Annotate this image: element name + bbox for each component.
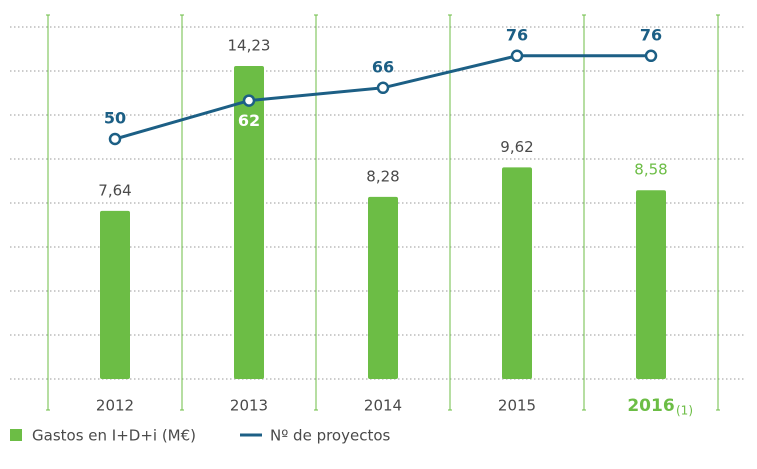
bar-value-label: 14,23 (228, 36, 271, 54)
x-tick-label: 2014 (364, 397, 402, 415)
legend-item: Nº de proyectos (240, 427, 391, 445)
footnote-mark: (1) (676, 404, 693, 418)
legend-label: Nº de proyectos (270, 427, 391, 445)
line-value-label: 66 (372, 57, 394, 76)
line-value-label: 62 (238, 111, 260, 130)
x-tick-label: 2012 (96, 397, 134, 415)
x-tick-label: 2016 (627, 396, 674, 416)
line-marker (376, 81, 390, 95)
line-value-label: 50 (104, 109, 126, 128)
legend-label: Gastos en I+D+i (M€) (32, 427, 196, 445)
line-marker (510, 49, 524, 63)
bar-value-label: 7,64 (98, 181, 131, 199)
bar-value-label: 8,28 (366, 167, 399, 185)
line-marker (644, 49, 658, 63)
bar-value-label: 9,62 (500, 138, 533, 156)
x-tick-label: 2013 (230, 397, 268, 415)
bar (368, 196, 398, 379)
bar-value-label: 8,58 (634, 161, 667, 179)
line-marker (108, 132, 122, 146)
bar (100, 210, 130, 379)
x-tick-label: 2015 (498, 397, 536, 415)
bar (502, 167, 532, 379)
line-value-label: 76 (506, 25, 528, 44)
bar (234, 65, 264, 379)
bar (636, 190, 666, 379)
legend-item: Gastos en I+D+i (M€) (10, 427, 196, 445)
line-marker (242, 94, 256, 107)
legend-swatch (10, 429, 22, 441)
line-value-label: 76 (640, 25, 662, 44)
